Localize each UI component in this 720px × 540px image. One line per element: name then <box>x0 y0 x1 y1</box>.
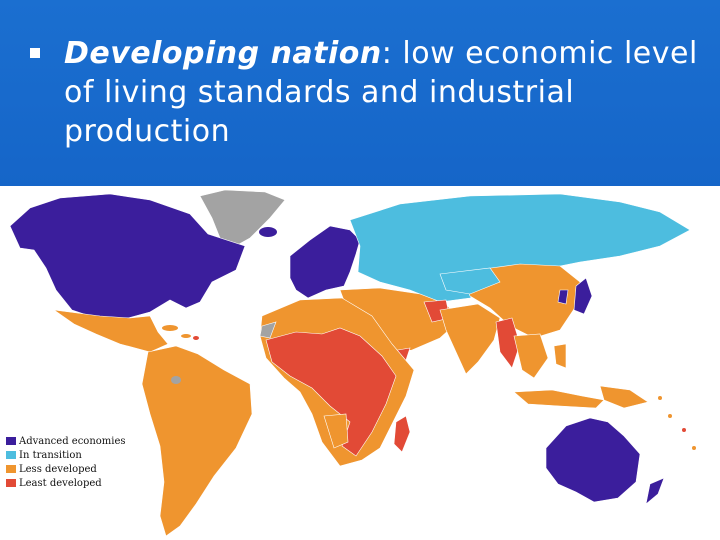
map-legend: Advanced economies In transition Less de… <box>6 434 126 490</box>
legend-swatch <box>6 437 16 445</box>
legend-item: In transition <box>6 448 126 462</box>
region-southern-africa <box>323 413 349 449</box>
region-central-asia <box>439 267 501 295</box>
legend-swatch <box>6 465 16 473</box>
region-europe <box>289 225 361 299</box>
region-western-sahara <box>259 321 277 339</box>
region-south-asia <box>439 303 501 375</box>
square-bullet-icon <box>30 48 40 58</box>
region-central-america <box>53 309 169 353</box>
region-indonesia <box>513 389 605 409</box>
world-development-map: Advanced economies In transition Less de… <box>0 186 720 540</box>
region-south-america <box>141 345 253 537</box>
legend-swatch <box>6 451 16 459</box>
region-philippines <box>553 343 567 369</box>
legend-label: Less developed <box>19 463 97 475</box>
region-korea <box>557 289 569 305</box>
legend-label: Least developed <box>19 477 102 489</box>
legend-item: Less developed <box>6 462 126 476</box>
legend-item: Least developed <box>6 476 126 490</box>
legend-label: In transition <box>19 449 82 461</box>
region-southeast-asia-least <box>495 317 521 369</box>
region-japan <box>573 277 593 315</box>
region-australia <box>545 417 641 503</box>
defined-term: Developing nation <box>64 36 382 71</box>
region-least-developed-africa <box>265 327 397 457</box>
region-new-zealand <box>645 477 665 505</box>
legend-swatch <box>6 479 16 487</box>
bullet-text: Developing nation: low economic level of… <box>64 34 700 151</box>
term-definition: : low economic level of living standards… <box>64 36 698 149</box>
legend-label: Advanced economies <box>19 435 126 447</box>
region-greenland <box>199 189 286 249</box>
region-new-guinea <box>599 385 649 409</box>
world-map-image <box>9 189 696 537</box>
region-southeast-asia <box>513 333 549 379</box>
region-north-america <box>9 193 246 319</box>
region-russia <box>349 193 691 303</box>
region-madagascar <box>393 415 411 453</box>
legend-item: Advanced economies <box>6 434 126 448</box>
bullet-point: Developing nation: low economic level of… <box>30 34 700 151</box>
